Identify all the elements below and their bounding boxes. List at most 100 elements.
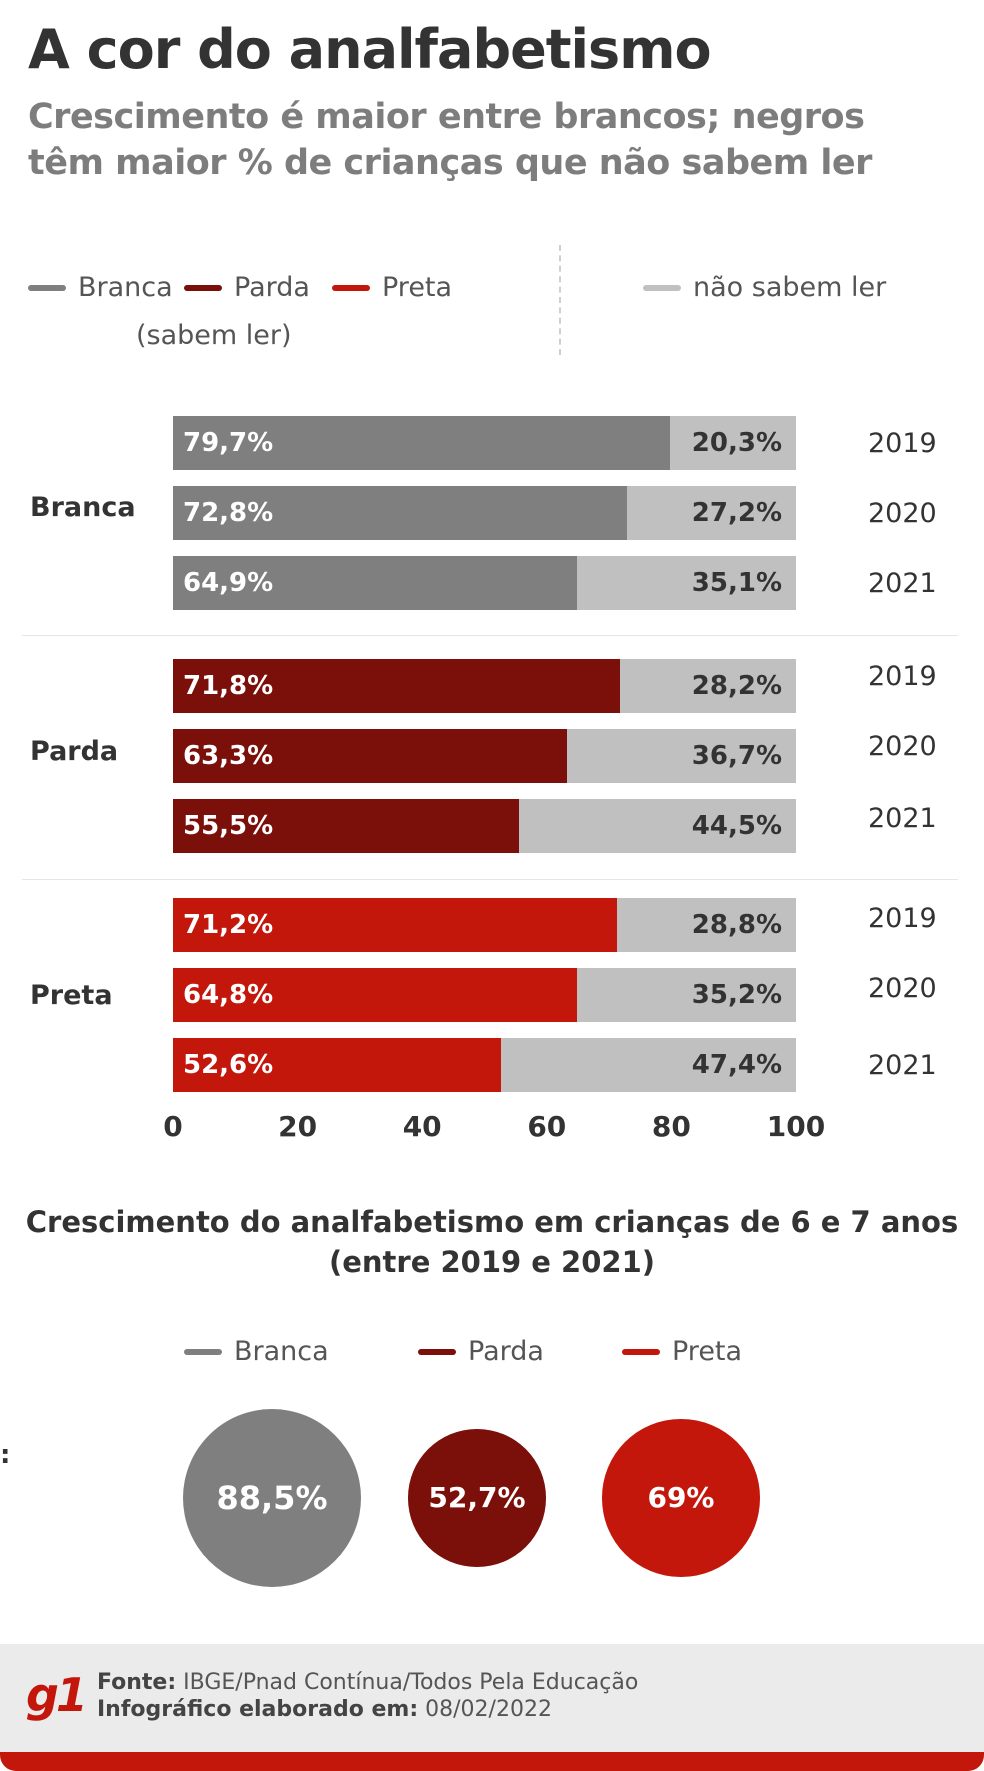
growth-bubble-label: 52,7% [428,1481,526,1515]
subtitle-line-2: têm maior % de crianças que não sabem le… [28,143,872,183]
growth-legend-swatch-parda [418,1348,456,1355]
data-label-sabem-ler: 55,5% [183,811,274,841]
data-label-sabem-ler: 72,8% [183,498,274,528]
footer-source-value: IBGE/Pnad Contínua/Todos Pela Educação [183,1670,639,1695]
data-label-nao-sabem-ler: 35,1% [691,568,782,598]
data-label-sabem-ler: 79,7% [183,428,274,458]
group-label-parda: Parda [30,736,119,767]
growth-legend-parda: Parda [418,1336,544,1367]
growth-legend-branca: Branca [184,1336,329,1367]
bar-sabem-ler-parda-2021 [173,799,519,853]
growth-bubble-label: 69% [647,1481,715,1515]
bar-nao-sabem-ler-branca-2021 [577,556,796,610]
x-tick-label: 0 [163,1110,183,1143]
group-separator [22,879,958,880]
bar-nao-sabem-ler-preta-2019 [616,898,796,952]
bar-sabem-ler-preta-2020 [173,968,577,1022]
bar-sabem-ler-preta-2019 [173,898,617,952]
bar-nao-sabem-ler-preta-2021 [500,1038,796,1092]
growth-legend-preta: Preta [622,1336,742,1367]
legend-swatch-nao-sabem [643,284,681,291]
growth-bubble-label: 88,5% [216,1479,328,1517]
stacked-bar-chart: 79,7% 20,3% 2019 72,8% 27,2% 2020 64,9% 35,1% 20… [173,416,937,1092]
data-label-sabem-ler: 71,8% [183,671,274,701]
bar-sabem-ler-branca-2020 [173,486,627,540]
year-label: 2019 [868,661,937,692]
legend-branca: Branca [28,272,173,303]
legend-nao-sabem-ler: não sabem ler [643,272,886,303]
stray-colon-mark: : [0,1440,11,1470]
footer-date-value: 08/02/2022 [425,1697,552,1722]
data-label-nao-sabem-ler: 20,3% [691,428,782,458]
growth-legend-label-preta: Preta [672,1336,743,1367]
data-label-nao-sabem-ler: 47,4% [691,1050,782,1080]
data-label-nao-sabem-ler: 28,8% [691,910,782,940]
growth-legend-swatch-branca [184,1348,222,1355]
data-label-nao-sabem-ler: 36,7% [691,741,782,771]
legend-swatch-branca [28,284,66,291]
legend-swatch-parda [184,284,222,291]
year-label: 2020 [868,973,937,1004]
x-tick-label: 40 [402,1110,442,1143]
bar-nao-sabem-ler-branca-2019 [669,416,796,470]
x-tick-label: 80 [651,1110,691,1143]
footer-date-label: Infográfico elaborado em: [97,1697,419,1722]
data-label-sabem-ler: 71,2% [183,910,274,940]
bar-sabem-ler-preta-2021 [173,1038,501,1092]
legend-label-preta: Preta [382,272,453,303]
year-label: 2020 [868,731,937,762]
growth-bubbles: 88,5% 52,7% 69% [183,1409,760,1587]
year-label: 2021 [868,803,937,834]
data-label-sabem-ler: 64,9% [183,568,274,598]
year-label: 2020 [868,498,937,529]
data-label-sabem-ler: 64,8% [183,980,274,1010]
x-axis: 0 20 40 60 80 100 [163,1110,826,1143]
year-label: 2019 [868,903,937,934]
x-tick-label: 20 [278,1110,318,1143]
legend-label-branca: Branca [78,272,173,303]
growth-bubble-parda: 52,7% [408,1429,546,1567]
g1-logo: g1 [26,1668,88,1722]
data-label-nao-sabem-ler: 27,2% [691,498,782,528]
x-tick-label: 100 [766,1110,826,1143]
page-title: A cor do analfabetismo [28,18,712,81]
legend-preta: Preta [332,272,452,303]
bar-sabem-ler-branca-2021 [173,556,578,610]
legend-label-nao-sabem: não sabem ler [693,272,887,303]
growth-legend-label-parda: Parda [468,1336,544,1367]
legend-sabem-ler-note: (sabem ler) [136,320,292,351]
legend-label-parda: Parda [234,272,310,303]
growth-section-title: Crescimento do analfabetismo em crianças… [0,1202,984,1282]
growth-bubble-branca: 88,5% [183,1409,361,1587]
growth-bubble-preta: 69% [602,1419,760,1577]
data-label-nao-sabem-ler: 44,5% [691,811,782,841]
data-label-nao-sabem-ler: 35,2% [691,980,782,1010]
group-label-branca: Branca [30,492,136,523]
group-label-preta: Preta [30,980,113,1011]
year-label: 2021 [868,568,937,599]
growth-title-line-1: Crescimento do analfabetismo em crianças… [25,1205,959,1239]
footer-date: Infográfico elaborado em: 08/02/2022 [97,1697,552,1722]
bar-sabem-ler-parda-2019 [173,659,621,713]
x-tick-label: 60 [527,1110,567,1143]
footer-source-label: Fonte: [97,1670,177,1695]
footer-source: Fonte: IBGE/Pnad Contínua/Todos Pela Edu… [97,1670,638,1695]
legend-parda: Parda [184,272,310,303]
legend-swatch-preta [332,284,370,291]
footer [0,1644,984,1752]
subtitle-line-1: Crescimento é maior entre brancos; negro… [28,97,865,137]
growth-title-line-2: (entre 2019 e 2021) [328,1245,656,1279]
bar-nao-sabem-ler-branca-2020 [626,486,796,540]
bar-sabem-ler-parda-2020 [173,729,568,783]
year-label: 2019 [868,428,937,459]
growth-legend-label-branca: Branca [234,1336,329,1367]
year-label: 2021 [868,1050,937,1081]
bar-nao-sabem-ler-parda-2019 [620,659,796,713]
legend-sabem-ler-text: (sabem ler) [136,320,292,351]
bar-nao-sabem-ler-preta-2020 [576,968,796,1022]
data-label-sabem-ler: 63,3% [183,741,274,771]
group-separator [22,635,958,636]
data-label-sabem-ler: 52,6% [183,1050,274,1080]
data-label-nao-sabem-ler: 28,2% [691,671,782,701]
footer-accent-bar [0,1752,984,1771]
